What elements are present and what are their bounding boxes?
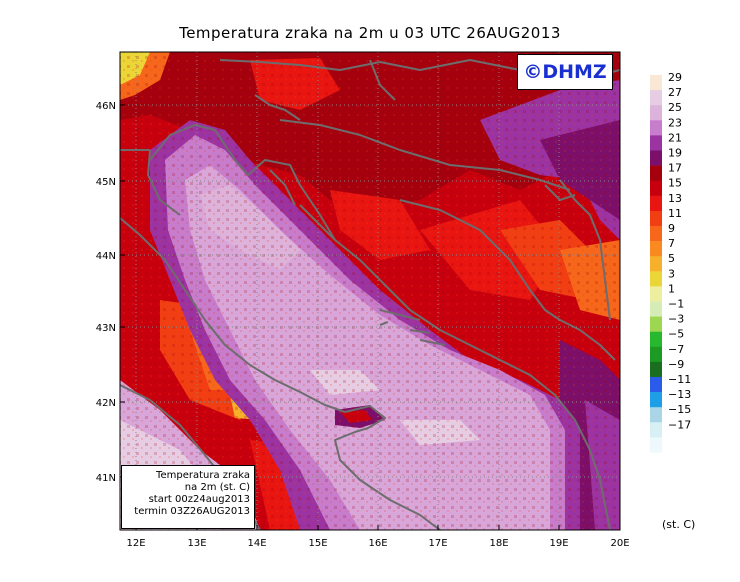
colorbar-swatch: [650, 195, 662, 212]
info-line-2: na 2m (st. C): [184, 482, 250, 493]
colorbar-label: 5: [668, 252, 675, 265]
colorbar-labels: 29 27 25 23 21 19 17 15 13 11 9 7 5 3 1 −1 −3 −5 −7 −9 −11 −1…: [668, 71, 691, 431]
colorbar-label: 11: [668, 207, 682, 220]
lon-tick-13e: 13E: [187, 538, 206, 549]
colorbar-swatch: [650, 361, 662, 378]
colorbar-label: 3: [668, 267, 675, 280]
colorbar-swatch: [650, 75, 662, 91]
lon-tick-12e: 12E: [126, 538, 145, 549]
colorbar-label: −13: [668, 388, 691, 401]
map-title: Temperatura zraka na 2m u 03 UTC 26AUG20…: [179, 24, 561, 42]
colorbar-label: 27: [668, 86, 682, 99]
colorbar-label: −1: [668, 298, 684, 311]
colorbar-swatch: [650, 316, 662, 332]
lon-tick-19e: 19E: [549, 538, 568, 549]
colorbar-label: 13: [668, 192, 682, 205]
colorbar-swatch: [650, 180, 662, 197]
colorbar-label: −17: [668, 418, 691, 431]
lat-tick-41n: 41N: [96, 473, 116, 484]
colorbar-label: −11: [668, 373, 691, 386]
lon-tick-20e: 20E: [610, 538, 629, 549]
colorbar-label: −9: [668, 358, 684, 371]
colorbar-unit: (st. C): [662, 518, 695, 531]
colorbar-label: −5: [668, 328, 684, 341]
lat-tick-46n: 46N: [96, 101, 116, 112]
lat-tick-44n: 44N: [96, 251, 116, 262]
colorbar-swatch: [650, 437, 662, 453]
lon-tick-18e: 18E: [489, 538, 508, 549]
colorbar-swatch: [650, 407, 662, 423]
temperature-field: [120, 52, 620, 530]
lon-tick-16e: 16E: [368, 538, 387, 549]
colorbar-label: −15: [668, 403, 691, 416]
colorbar-label: 7: [668, 237, 675, 250]
colorbar-label: 1: [668, 282, 675, 295]
colorbar-swatch: [650, 301, 662, 317]
colorbar-swatch: [650, 226, 662, 242]
lat-tick-45n: 45N: [96, 177, 116, 188]
colorbar-label: 19: [668, 147, 682, 160]
colorbar-swatch: [650, 286, 662, 302]
colorbar-swatch: [650, 422, 662, 438]
lon-tick-15e: 15E: [308, 538, 327, 549]
lat-lon-grid: [120, 52, 620, 530]
colorbar-swatch: [650, 256, 662, 272]
colorbar-swatch: [650, 120, 662, 136]
info-line-4: termin 03Z26AUG2013: [134, 506, 250, 517]
colorbar-swatch: [650, 346, 662, 363]
colorbar-swatch: [650, 271, 662, 287]
colorbar-swatch: [650, 392, 662, 408]
colorbar-swatch: [650, 165, 662, 181]
map-frame: [119, 51, 621, 531]
lon-tick-14e: 14E: [247, 538, 266, 549]
coastlines: [120, 59, 620, 530]
colorbar-label: 15: [668, 177, 682, 190]
colorbar-swatch: [650, 135, 662, 151]
colorbar-swatch: [650, 90, 662, 106]
colorbar-label: 9: [668, 222, 675, 235]
info-box: Temperatura zraka na 2m (st. C) start 00…: [121, 465, 255, 529]
colorbar-label: 25: [668, 101, 682, 114]
colorbar-swatch: [650, 241, 662, 257]
lat-tick-43n: 43N: [96, 323, 116, 334]
lon-tick-17e: 17E: [428, 538, 447, 549]
lon-tick-labels: 12E 13E 14E 15E 16E 17E 18E 19E 20E: [126, 538, 629, 549]
colorbar-swatch: [650, 105, 662, 121]
colorbar-label: 17: [668, 162, 682, 175]
colorbar-label: 23: [668, 116, 682, 129]
colorbar-label: 29: [668, 71, 682, 84]
info-line-1: Temperatura zraka: [156, 470, 250, 481]
info-line-3: start 00z24aug2013: [148, 494, 250, 505]
colorbar-swatch: [650, 210, 662, 227]
colorbar-label: −7: [668, 343, 684, 356]
dhmz-watermark: ©DHMZ: [517, 54, 613, 90]
lat-tick-42n: 42N: [96, 398, 116, 409]
colorbar-swatch: [650, 150, 662, 166]
colorbar-swatch: [650, 377, 662, 393]
colorbar-label: 21: [668, 131, 682, 144]
colorbar-label: −3: [668, 313, 684, 326]
colorbar-swatch: [650, 331, 662, 348]
colorbar-swatches: [650, 75, 662, 453]
lat-tick-labels: 46N 45N 44N 43N 42N 41N: [96, 101, 116, 484]
colorbar: 29 27 25 23 21 19 17 15 13 11 9 7 5 3 1 −1 −3 −5 −7 −9 −11 −1…: [650, 71, 695, 531]
